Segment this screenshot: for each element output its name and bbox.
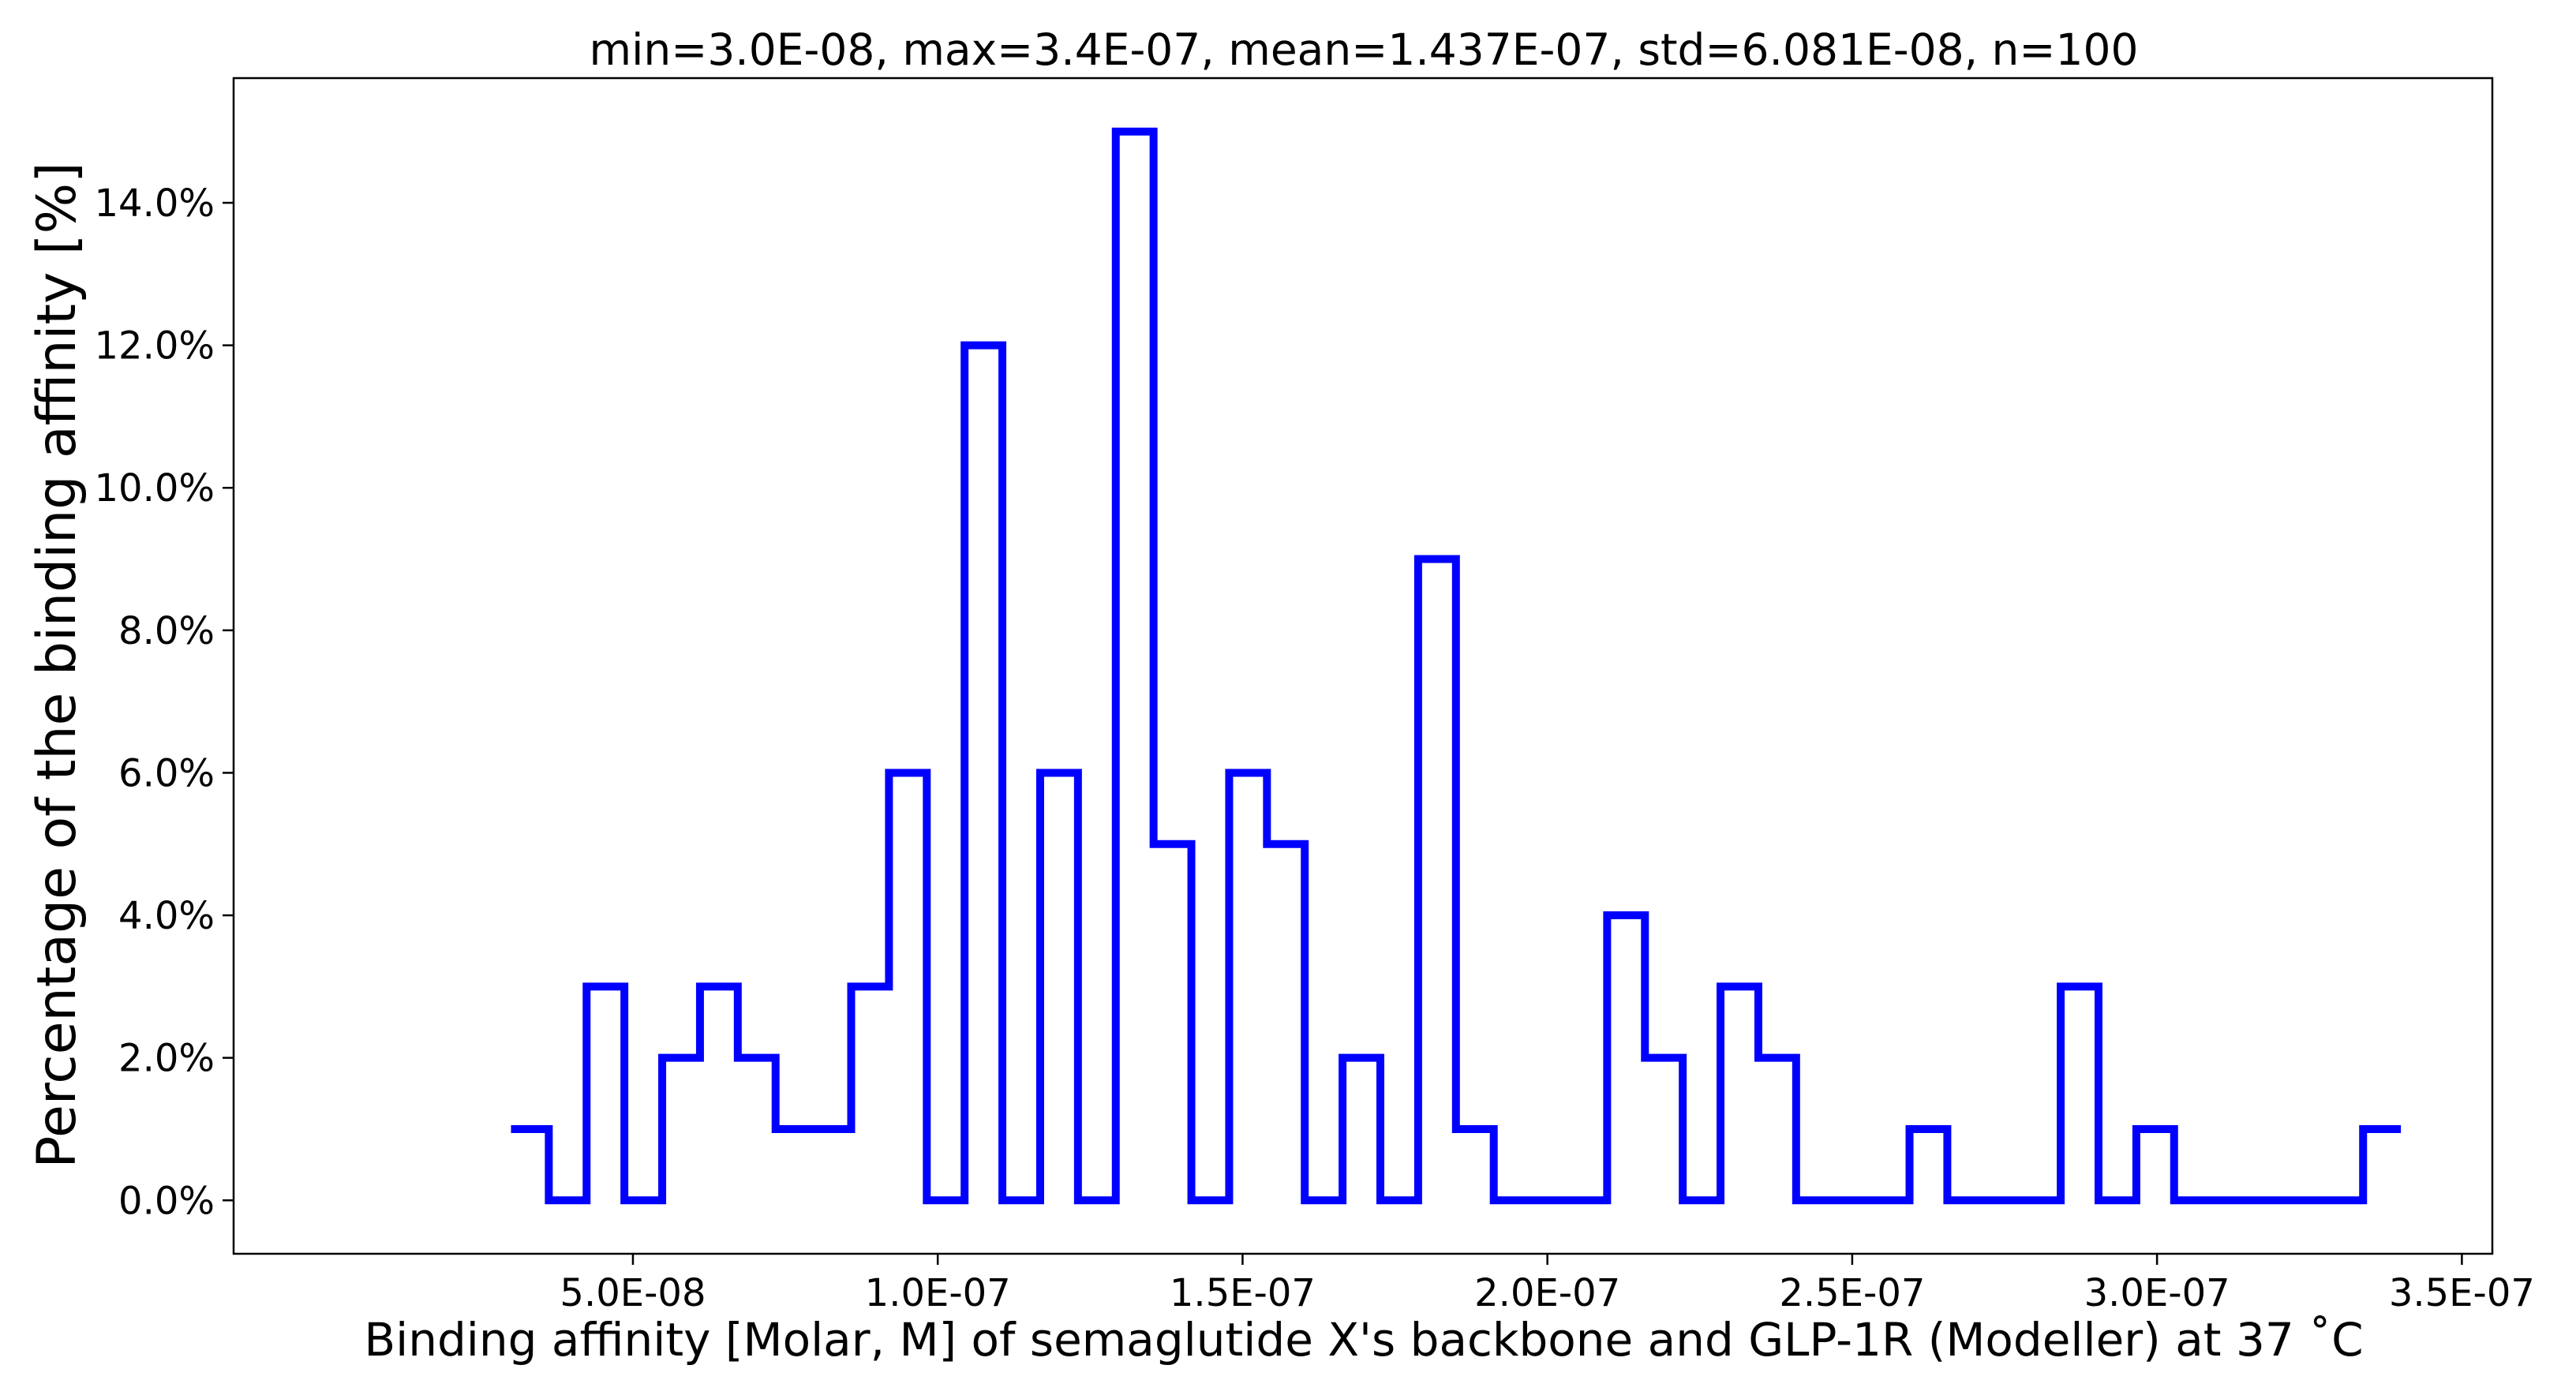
x-tick-label: 5.0E-08 bbox=[560, 1271, 706, 1315]
histogram-bin bbox=[964, 346, 1002, 1201]
plot-frame bbox=[232, 77, 2494, 1255]
y-tick-label: 12.0% bbox=[95, 324, 215, 368]
histogram-bin bbox=[1229, 772, 1267, 1200]
histogram-bin bbox=[1456, 1129, 1494, 1200]
x-axis-label: Binding affinity [Molar, M] of semagluti… bbox=[364, 1313, 2363, 1367]
histogram-bin bbox=[852, 986, 889, 1200]
histogram-bin bbox=[1040, 772, 1078, 1200]
x-tick-label: 3.0E-07 bbox=[2084, 1271, 2230, 1315]
histogram-bin bbox=[1607, 915, 1645, 1200]
x-tick-label: 2.5E-07 bbox=[1779, 1271, 1925, 1315]
y-tick-label: 0.0% bbox=[118, 1179, 215, 1223]
histogram-bin bbox=[776, 1129, 814, 1200]
y-tick-label: 2.0% bbox=[118, 1037, 215, 1081]
histogram-bin bbox=[511, 1129, 549, 1200]
histogram-bin bbox=[1720, 986, 1758, 1200]
histogram-bin bbox=[586, 986, 624, 1200]
histogram-step-line bbox=[511, 127, 2402, 1205]
y-tick-label: 4.0% bbox=[118, 894, 215, 938]
x-tick-label: 3.5E-07 bbox=[2389, 1271, 2535, 1315]
histogram-bin bbox=[1758, 1058, 1796, 1201]
histogram-bin bbox=[1267, 844, 1305, 1201]
y-axis: 0.0% 2.0% 4.0% 6.0% 8.0% 10.0% 12.0% 14.0% bbox=[95, 181, 234, 1223]
histogram-bin bbox=[889, 772, 927, 1200]
y-axis-label: Percentage of the binding affinity [%] bbox=[26, 162, 88, 1168]
plot-area bbox=[232, 77, 2494, 1255]
x-tick-label: 1.0E-07 bbox=[865, 1271, 1011, 1315]
histogram-bin bbox=[738, 1058, 776, 1201]
histogram-bin bbox=[662, 1058, 700, 1201]
histogram-bin bbox=[1116, 132, 1154, 1201]
y-tick-label: 8.0% bbox=[118, 609, 215, 653]
histogram-bin bbox=[2136, 1129, 2174, 1200]
histogram-bin bbox=[814, 1129, 852, 1200]
x-tick-label: 2.0E-07 bbox=[1474, 1271, 1620, 1315]
y-tick-label: 14.0% bbox=[95, 181, 215, 226]
histogram-bin bbox=[1645, 1058, 1683, 1201]
y-tick-label: 10.0% bbox=[95, 466, 215, 511]
chart-title: min=3.0E-08, max=3.4E-07, mean=1.437E-07… bbox=[590, 24, 2139, 75]
histogram-bin bbox=[2363, 1129, 2401, 1200]
x-axis: 5.0E-08 1.0E-07 1.5E-07 2.0E-07 2.5E-07 3.0E-… bbox=[560, 1254, 2535, 1315]
histogram-bin bbox=[1910, 1129, 1948, 1200]
histogram-bin bbox=[1418, 559, 1456, 1201]
histogram-bin bbox=[1342, 1058, 1380, 1201]
histogram-bin bbox=[1154, 844, 1192, 1201]
y-tick-label: 6.0% bbox=[118, 751, 215, 795]
x-tick-label: 1.5E-07 bbox=[1170, 1271, 1316, 1315]
histogram-bin bbox=[2061, 986, 2099, 1200]
histogram-bin bbox=[700, 986, 738, 1200]
